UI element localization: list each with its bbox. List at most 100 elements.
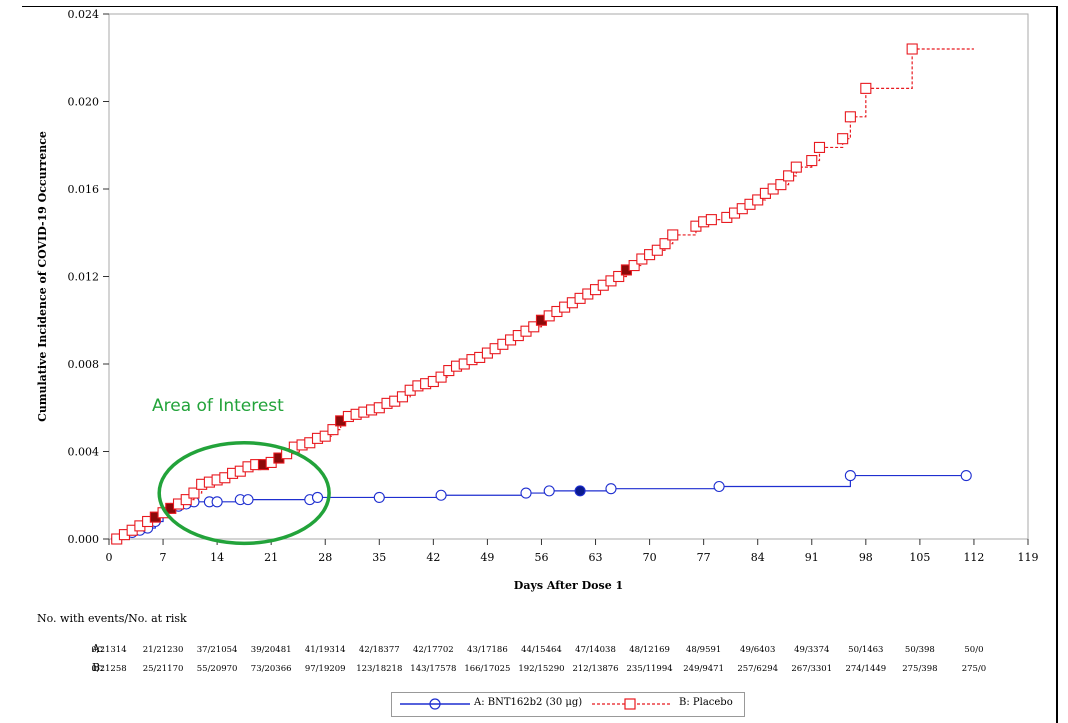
annotation-group (157, 441, 331, 546)
plot-area (108, 13, 1029, 540)
risk-cell: 48/9591 (686, 645, 721, 655)
risk-cell: 48/12169 (629, 645, 670, 655)
risk-cell: 25/21170 (143, 664, 184, 674)
risk-cell: 275/398 (902, 664, 937, 674)
x-tick-label: 35 (372, 551, 386, 564)
risk-cell: 97/19209 (305, 664, 346, 674)
risk-cell: 73/20366 (251, 664, 292, 674)
y-tick-label: 0.020 (68, 96, 100, 109)
series-b-point (844, 111, 856, 123)
risk-cell: 249/9471 (683, 664, 724, 674)
risk-cell: 39/20481 (251, 645, 292, 655)
x-tick-label: 84 (751, 551, 765, 564)
risk-cell: 50/1463 (848, 645, 883, 655)
legend-label-b: B: Placebo (679, 697, 733, 708)
risk-cell: 49/3374 (794, 645, 829, 655)
series-b-point (396, 391, 409, 403)
risk-cell: 44/15464 (521, 645, 562, 655)
frame-right-border (1056, 6, 1058, 723)
risk-cell: 192/15290 (518, 664, 564, 674)
x-tick-label: 42 (426, 551, 440, 564)
x-tick-label: 98 (859, 551, 873, 564)
x-tick-label: 56 (534, 551, 548, 564)
series-b-point (327, 424, 339, 436)
y-tick-label: 0.008 (68, 358, 100, 371)
series-b-point (906, 43, 918, 55)
legend-marker-b (624, 698, 636, 710)
y-tick-label: 0.016 (68, 183, 100, 196)
risk-cell: 42/17702 (413, 645, 454, 655)
legend-swatches (400, 698, 670, 710)
series-b-point (659, 238, 671, 250)
risk-cell: 212/13876 (572, 664, 618, 674)
risk-cell: 37/21054 (197, 645, 238, 655)
x-tick-label: 91 (805, 551, 819, 564)
series-a-point (435, 489, 447, 501)
y-tick-label: 0.012 (68, 271, 100, 284)
series-b-point (628, 260, 640, 272)
series-a-point (211, 496, 223, 508)
series-a-point (543, 485, 555, 497)
risk-table-group: A:0/21314 21/21230 37/21054 39/20481 41/1931… (91, 642, 986, 674)
series-a-point (242, 494, 254, 506)
risk-cell: 43/17186 (467, 645, 508, 655)
x-tick-label: 119 (1018, 551, 1039, 564)
series-b-point (705, 214, 717, 226)
series-a-point (605, 483, 617, 495)
series-b-point (783, 170, 795, 182)
series-b-point (860, 82, 872, 94)
risk-cell: 123/18218 (356, 664, 402, 674)
series-b-point (435, 371, 447, 383)
risk-cell: 0/21258 (91, 664, 126, 674)
risk-cell: 275/0 (962, 664, 987, 674)
series-b-point (813, 141, 826, 153)
x-tick-label: 7 (160, 551, 167, 564)
series-b-point (188, 487, 200, 499)
series-b-point (806, 155, 818, 167)
y-tick-label: 0.004 (68, 446, 100, 459)
series-b-point (528, 321, 540, 333)
risk-cell: 257/6294 (737, 664, 778, 674)
y-tick-label: 0.024 (68, 8, 100, 21)
legend-marker-a (429, 698, 441, 710)
risk-table-title: No. with events/No. at risk (37, 612, 187, 625)
series-a-point (960, 470, 972, 482)
x-tick-label: 77 (697, 551, 711, 564)
series-b-group (111, 43, 974, 545)
risk-cell: 55/20970 (197, 664, 238, 674)
risk-cell: 235/11994 (627, 664, 673, 674)
legend-label-a: A: BNT162b2 (30 μg) (474, 697, 583, 708)
area-of-interest-label: Area of Interest (152, 396, 284, 416)
risk-cell: 21/21230 (143, 645, 184, 655)
series-a-point (311, 491, 324, 503)
series-b-point (180, 494, 192, 506)
series-a-point (574, 485, 586, 497)
series-b-point (319, 430, 331, 442)
series-b-point (651, 244, 663, 256)
y-axis-label: Cumulative Incidence of COVID-19 Occurre… (36, 131, 49, 422)
frame-top-border (22, 6, 1058, 7)
series-b-point (752, 194, 764, 206)
risk-cell: 47/14038 (575, 645, 616, 655)
series-b-point (775, 179, 787, 191)
series-b-point (790, 161, 802, 173)
series-a-point (373, 491, 385, 503)
series-a-point (520, 487, 532, 499)
risk-row-label: B: (92, 661, 104, 674)
series-b-point (613, 270, 625, 283)
area-of-interest-ellipse (157, 441, 331, 546)
x-tick-label: 63 (589, 551, 603, 564)
risk-cell: 143/17578 (410, 664, 456, 674)
plot-border (108, 13, 1029, 540)
series-a-point (844, 470, 856, 482)
x-tick-label: 105 (909, 551, 930, 564)
risk-cell: 50/398 (905, 645, 935, 655)
risk-cell: 41/19314 (305, 645, 346, 655)
legend-box: A: BNT162b2 (30 μg) B: Placebo (391, 692, 745, 717)
x-tick-label: 70 (643, 551, 657, 564)
series-b-point (837, 133, 849, 145)
series-b-point (667, 229, 679, 241)
x-tick-label: 0 (106, 551, 113, 564)
